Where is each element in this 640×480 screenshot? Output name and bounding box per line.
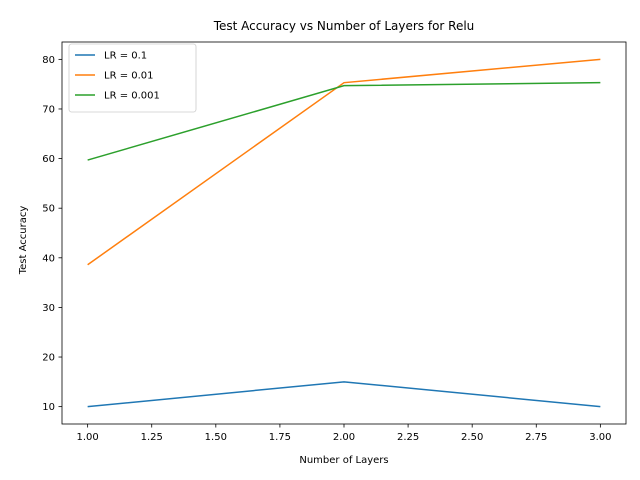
x-tick-label: 1.00 (77, 432, 99, 443)
x-tick-label: 1.50 (205, 432, 227, 443)
x-tick-label: 2.50 (461, 432, 483, 443)
legend-box (68, 43, 197, 113)
x-tick-label: 3.00 (589, 432, 611, 443)
axes: 1.00 1.25 1.50 1.75 2.00 2.25 2.50 2.75 3.00 10 20… (42, 41, 627, 443)
y-tick-label: 60 (42, 154, 55, 165)
series-line-3 (87, 81, 601, 161)
x-tick-label: 1.75 (269, 432, 291, 443)
y-axis-label: Test Accuracy (18, 206, 29, 276)
x-tick-label: 2.00 (333, 432, 355, 443)
series-line-2 (87, 58, 601, 266)
x-tick-label: 2.75 (525, 432, 547, 443)
legend: LR = 0.1 LR = 0.01 LR = 0.001 (68, 43, 197, 113)
chart-title: Test Accuracy vs Number of Layers for Re… (213, 19, 475, 33)
y-tick-label: 40 (42, 253, 55, 264)
plot-area (87, 58, 601, 408)
x-tick-label: 1.25 (141, 432, 163, 443)
y-tick-label: 10 (42, 402, 55, 413)
legend-label-2: LR = 0.01 (104, 71, 154, 82)
y-tick-label: 70 (42, 104, 55, 115)
legend-label-3: LR = 0.001 (104, 91, 160, 102)
y-tick-label: 20 (42, 353, 55, 364)
x-tick-label: 2.25 (397, 432, 419, 443)
legend-label-1: LR = 0.1 (104, 51, 147, 62)
x-axis-label: Number of Layers (299, 455, 388, 466)
series-line-1 (87, 381, 601, 408)
y-tick-label: 50 (42, 204, 55, 215)
y-tick-label: 80 (42, 55, 55, 66)
y-tick-label: 30 (42, 303, 55, 314)
